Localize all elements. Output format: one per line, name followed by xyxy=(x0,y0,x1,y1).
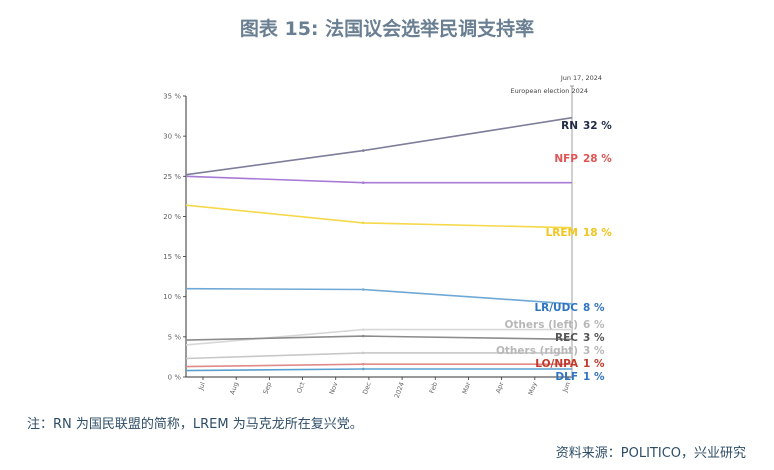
y-tick-label: 30 % xyxy=(163,133,181,141)
series-value-label: 6 % xyxy=(583,319,605,331)
x-tick-label: Nov xyxy=(328,381,340,396)
series-point xyxy=(361,181,365,185)
x-tick-label: Sep xyxy=(262,381,274,395)
series-line xyxy=(185,287,573,305)
series-value-label: 18 % xyxy=(583,227,612,239)
x-tick-label: Jul xyxy=(196,381,207,392)
series-value-label: 3 % xyxy=(583,345,605,357)
x-tick-label: 2024 xyxy=(393,381,406,399)
y-tick-label: 10 % xyxy=(163,293,181,301)
series-name-label: NFP xyxy=(554,153,578,165)
series-point xyxy=(361,328,365,331)
x-tick-label: Feb xyxy=(428,381,439,395)
event-date-label: Jun 17, 2024 xyxy=(560,74,602,82)
series-value-label: 8 % xyxy=(583,302,605,314)
series-value-label: 28 % xyxy=(583,153,612,165)
series-value-label: 3 % xyxy=(583,332,605,344)
series-value-label: 1 % xyxy=(583,358,605,370)
series-value-label: 32 % xyxy=(583,120,612,132)
series-point xyxy=(361,351,365,355)
series-name-label: LO/NPA xyxy=(535,358,579,370)
x-tick-label: Jun xyxy=(561,381,572,394)
x-tick-label: Mar xyxy=(461,381,473,396)
series-name-label: DLF xyxy=(555,371,578,383)
series-name-label: Others (left) xyxy=(504,319,578,331)
y-tick-label: 25 % xyxy=(163,173,181,181)
series-line xyxy=(185,335,573,341)
chart-note: 注：RN 为国民联盟的简称，LREM 为马克龙所在复兴党。 xyxy=(27,417,363,432)
series-line xyxy=(185,368,572,372)
series-line xyxy=(185,328,572,346)
series-point xyxy=(361,362,365,366)
series-point xyxy=(361,367,365,371)
y-tick-label: 5 % xyxy=(168,333,182,341)
series-name-label: RN xyxy=(561,120,578,132)
event-name-label: European election 2024 xyxy=(511,87,588,95)
series-name-label: Others (right) xyxy=(496,345,578,357)
series-point xyxy=(361,149,365,152)
x-tick-label: Apr xyxy=(494,381,505,395)
series-line xyxy=(185,116,573,176)
series-point xyxy=(361,334,365,338)
series-line xyxy=(185,175,572,184)
y-tick-label: 35 % xyxy=(163,93,181,101)
series-point xyxy=(361,288,365,291)
x-tick-label: Aug xyxy=(228,381,240,396)
y-tick-label: 20 % xyxy=(163,213,181,221)
x-tick-label: May xyxy=(527,381,539,397)
y-tick-label: 15 % xyxy=(163,253,181,261)
y-tick-label: 0 % xyxy=(168,374,182,382)
series-name-label: LREM xyxy=(546,227,578,239)
series-line xyxy=(185,363,572,368)
series-name-label: REC xyxy=(555,332,578,344)
chart-source: 资料来源：POLITICO，兴业研究 xyxy=(555,446,746,461)
series-point xyxy=(361,221,365,225)
series-value-label: 1 % xyxy=(583,371,605,383)
series-line xyxy=(185,204,573,229)
chart-title: 图表 15: 法国议会选举民调支持率 xyxy=(239,18,535,40)
x-tick-label: Oct xyxy=(295,381,307,395)
series-name-label: LR/UDC xyxy=(534,302,578,314)
x-tick-label: Dec xyxy=(361,381,373,396)
